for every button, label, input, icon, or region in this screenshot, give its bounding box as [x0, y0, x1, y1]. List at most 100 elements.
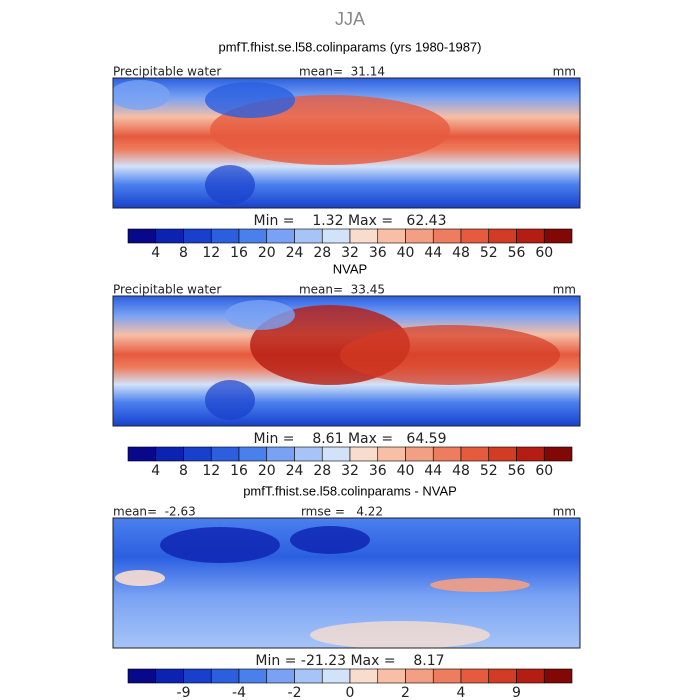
colorbar-label: 44: [424, 245, 442, 261]
colorbar-bin: [321, 446, 351, 462]
colorbar-bin: [488, 668, 517, 684]
colorbar-label: 8: [179, 245, 188, 261]
colorbar-bin: [294, 446, 323, 462]
colorbar-bin: [516, 668, 545, 684]
colorbar-bin: [266, 668, 295, 684]
left-label: mean= -2.63: [113, 505, 196, 519]
colorbar-bin: [377, 668, 406, 684]
colorbar-bin: [349, 668, 379, 684]
colorbar-bin: [405, 668, 434, 684]
colorbar-label: 0: [346, 685, 355, 700]
colorbar-label: 44: [424, 463, 442, 479]
colorbar-label: 28: [313, 245, 331, 261]
colorbar-label: -9: [177, 685, 191, 700]
panel-title: NVAP: [333, 261, 367, 276]
colorbar-bin: [377, 228, 406, 244]
panel-title: pmfT.fhist.se.l58.colinparams (yrs 1980-…: [218, 39, 481, 54]
colorbar-bin: [127, 446, 157, 462]
colorbar-bin: [488, 446, 517, 462]
colorbar-bin: [543, 446, 573, 462]
figure-title: JJA: [335, 9, 365, 29]
colorbar-label: 4: [151, 463, 160, 479]
colorbar-bin: [155, 446, 184, 462]
colorbar-label: -4: [232, 685, 246, 700]
right-label: mm: [553, 65, 576, 79]
colorbar-label: 16: [230, 245, 248, 261]
colorbar-label: 40: [397, 463, 415, 479]
colorbar-label: 36: [369, 463, 387, 479]
map-frame: [112, 77, 581, 209]
map-frame: [112, 517, 581, 649]
colorbar-label: 48: [452, 245, 470, 261]
colorbar-label: -2: [288, 685, 302, 700]
colorbar-label: 60: [535, 463, 553, 479]
colorbar-label: 12: [202, 463, 220, 479]
left-label: Precipitable water: [113, 65, 221, 79]
colorbar-bin: [127, 228, 157, 244]
colorbar-bin: [432, 668, 462, 684]
min-max: Min = -21.23 Max = 8.17: [255, 653, 444, 669]
right-label: mm: [553, 505, 576, 519]
panel-title: pmfT.fhist.se.l58.colinparams - NVAP: [243, 483, 457, 498]
colorbar-bin: [294, 228, 323, 244]
colorbar-bin: [266, 228, 295, 244]
colorbar-label: 52: [480, 245, 498, 261]
colorbar-bin: [432, 228, 462, 244]
left-label: Precipitable water: [113, 283, 221, 297]
colorbar-bin: [294, 668, 323, 684]
colorbar-bin: [543, 668, 573, 684]
colorbar-label: 4: [457, 685, 466, 700]
colorbar-bin: [210, 228, 240, 244]
colorbar-label: 20: [258, 245, 276, 261]
colorbar-label: 32: [341, 463, 359, 479]
colorbar-bin: [183, 668, 212, 684]
colorbar-bin: [460, 228, 490, 244]
colorbar-label: 28: [313, 463, 331, 479]
center-label: mean= 33.45: [299, 283, 385, 297]
colorbar-bin: [238, 668, 268, 684]
colorbar-bin: [155, 668, 184, 684]
colorbar-bin: [183, 228, 212, 244]
right-label: mm: [553, 283, 576, 297]
colorbar-label: 9: [512, 685, 521, 700]
colorbar-label: 60: [535, 245, 553, 261]
colorbar-bin: [377, 446, 406, 462]
colorbar-bin: [405, 228, 434, 244]
colorbar-bin: [516, 228, 545, 244]
colorbar-label: 56: [508, 463, 526, 479]
colorbar-label: 32: [341, 245, 359, 261]
colorbar-label: 48: [452, 463, 470, 479]
colorbar-label: 2: [401, 685, 410, 700]
colorbar-bin: [349, 228, 379, 244]
colorbar-label: 8: [179, 463, 188, 479]
colorbar-bin: [488, 228, 517, 244]
colorbar-bin: [321, 228, 351, 244]
colorbar-label: 52: [480, 463, 498, 479]
colorbar-bin: [210, 446, 240, 462]
colorbar-bin: [405, 446, 434, 462]
colorbar-bin: [238, 228, 268, 244]
colorbar-bin: [460, 668, 490, 684]
colorbar-bin: [127, 668, 157, 684]
colorbar-label: 24: [286, 245, 304, 261]
colorbar-label: 12: [202, 245, 220, 261]
colorbar-bin: [432, 446, 462, 462]
map: [113, 296, 580, 426]
min-max: Min = 1.32 Max = 62.43: [254, 213, 447, 229]
colorbar-label: 56: [508, 245, 526, 261]
colorbar-bin: [543, 228, 573, 244]
colorbar-label: 4: [151, 245, 160, 261]
colorbar-bin: [460, 446, 490, 462]
colorbar-label: 20: [258, 463, 276, 479]
map: [113, 518, 580, 648]
center-label: mean= 31.14: [299, 65, 385, 79]
colorbar-bin: [183, 446, 212, 462]
colorbar-label: 36: [369, 245, 387, 261]
colorbar-bin: [266, 446, 295, 462]
min-max: Min = 8.61 Max = 64.59: [254, 431, 447, 447]
colorbar-bin: [349, 446, 379, 462]
colorbar-bin: [321, 668, 351, 684]
map: [113, 78, 580, 208]
colorbar-label: 40: [397, 245, 415, 261]
